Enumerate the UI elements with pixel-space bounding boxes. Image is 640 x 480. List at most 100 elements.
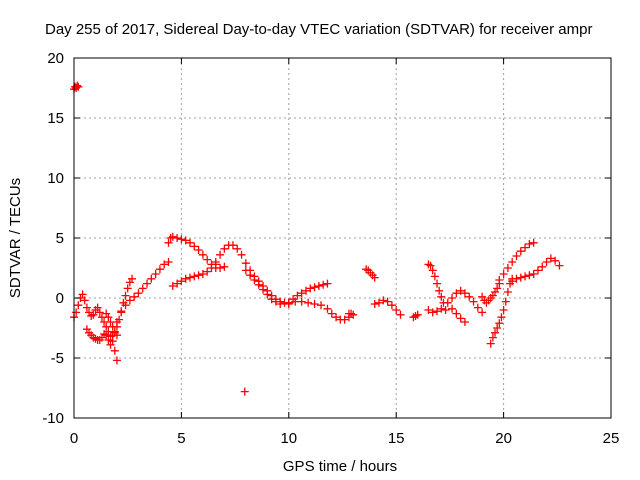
x-tick-label: 10 [280, 430, 297, 447]
data-point [478, 292, 487, 301]
data-point [426, 261, 435, 270]
data-point [319, 280, 328, 289]
data-point [503, 264, 512, 272]
data-point [168, 232, 177, 241]
data-point [297, 289, 306, 298]
data-point [151, 270, 160, 278]
data-point [491, 328, 500, 337]
data-point [488, 333, 497, 342]
data-point [72, 308, 81, 317]
data-point [555, 261, 564, 270]
data-point [240, 387, 249, 396]
data-point [370, 300, 379, 308]
data-point [435, 286, 444, 295]
data-point [130, 292, 139, 301]
data-point [332, 313, 341, 322]
data-point [228, 241, 237, 250]
data-point [82, 325, 91, 334]
data-point [301, 286, 310, 295]
data-point [323, 279, 332, 288]
data-point [185, 273, 194, 282]
data-point [138, 284, 147, 293]
data-point [267, 295, 276, 304]
chart-title: Day 255 of 2017, Sidereal Day-to-day VTE… [45, 21, 592, 38]
data-point [491, 288, 500, 296]
data-point [73, 81, 82, 90]
data-point [233, 244, 242, 253]
data-point [160, 260, 169, 269]
data-point [516, 273, 525, 282]
data-point [310, 283, 319, 292]
data-point [74, 301, 83, 310]
data-point [310, 300, 319, 308]
y-axis-label: SDTVAR / TECUs [7, 178, 24, 298]
data-point [433, 307, 442, 316]
data-point [211, 258, 220, 266]
data-point [424, 260, 433, 269]
data-point [127, 274, 136, 283]
data-point [516, 247, 525, 256]
data-point [551, 256, 560, 265]
x-tick-label: 5 [177, 430, 185, 447]
data-point [87, 312, 96, 320]
axis-ticks [73, 57, 612, 419]
data-point [106, 340, 115, 349]
data-point [495, 319, 504, 328]
data-point [104, 336, 113, 344]
data-point [125, 296, 134, 305]
data-point [121, 301, 130, 310]
data-point [533, 266, 542, 275]
data-point [521, 272, 530, 281]
data-point [304, 298, 313, 307]
data-point [512, 252, 521, 260]
data-point [542, 258, 551, 266]
data-point [276, 300, 285, 308]
data-point [456, 314, 465, 323]
data-point [430, 272, 439, 281]
data-point [538, 262, 547, 271]
data-point [306, 284, 315, 293]
data-point [413, 310, 422, 319]
data-point [155, 265, 164, 274]
data-point [190, 272, 199, 281]
data-point [293, 291, 302, 300]
x-tick-label: 0 [70, 430, 78, 447]
data-point [501, 297, 510, 306]
data-point [529, 238, 538, 247]
data-point [147, 274, 156, 283]
data-point [387, 301, 396, 310]
data-point [216, 250, 225, 259]
data-point [198, 270, 207, 278]
data-point [525, 240, 534, 248]
data-point [525, 271, 534, 280]
data-point [486, 339, 495, 348]
data-point [102, 309, 111, 318]
tick-labels: 0 5 10 15 20 25 -10 -5 0 5 10 15 20 [42, 50, 619, 447]
y-tick-label: 10 [47, 170, 64, 187]
data-point [375, 298, 384, 307]
data-point [460, 318, 469, 326]
data-point [473, 303, 482, 312]
data-point [125, 278, 134, 287]
data-point [433, 279, 442, 288]
data-point [173, 234, 182, 242]
data-point [259, 285, 268, 294]
data-point [478, 308, 487, 317]
data-point [93, 303, 102, 312]
data-points [70, 81, 564, 396]
data-point [110, 346, 119, 355]
data-point [82, 303, 91, 312]
data-point [469, 297, 478, 306]
data-point [74, 82, 83, 91]
data-point [203, 267, 212, 276]
data-point [503, 288, 512, 296]
x-axis-label: GPS time / hours [283, 458, 397, 475]
x-tick-label: 25 [603, 430, 620, 447]
data-point [241, 259, 250, 268]
data-point [499, 306, 508, 314]
data-point [323, 304, 332, 313]
data-point [207, 264, 216, 272]
data-point [95, 308, 104, 317]
